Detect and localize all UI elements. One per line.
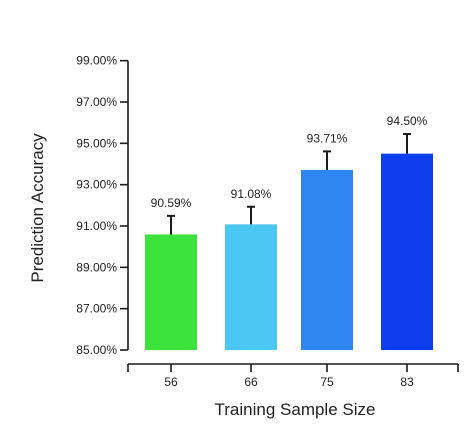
bar [381, 153, 433, 350]
bars [145, 153, 433, 350]
y-tick-label: 85.00% [76, 343, 117, 357]
x-tick-label: 56 [164, 375, 178, 389]
y-axis-title: Prediction Accuracy [28, 133, 47, 283]
bar [301, 169, 353, 350]
x-tick-label: 66 [244, 375, 258, 389]
y-tick-label: 89.00% [76, 260, 117, 274]
error-bars [167, 133, 411, 235]
x-axis: 56 66 75 83 [127, 363, 459, 389]
y-tick-label: 99.00% [76, 54, 117, 68]
x-axis-title: Training Sample Size [215, 400, 376, 419]
y-tick-label: 97.00% [76, 95, 117, 109]
bar-value-label: 93.71% [307, 131, 348, 145]
y-axis: 85.00% 87.00% 89.00% 91.00% 93.00% 95.00% 97.0… [76, 54, 129, 357]
bar-value-label: 90.59% [151, 196, 192, 210]
bar [145, 234, 197, 350]
x-tick-label: 75 [320, 375, 334, 389]
y-tick-label: 91.00% [76, 219, 117, 233]
bar-value-label: 91.08% [231, 187, 272, 201]
bar-value-label: 94.50% [387, 114, 428, 128]
y-tick-label: 93.00% [76, 178, 117, 192]
y-tick-label: 87.00% [76, 302, 117, 316]
data-labels: 90.59% 91.08% 93.71% 94.50% [151, 114, 428, 210]
x-tick-label: 83 [400, 375, 414, 389]
bar [225, 224, 277, 350]
y-tick-label: 95.00% [76, 136, 117, 150]
